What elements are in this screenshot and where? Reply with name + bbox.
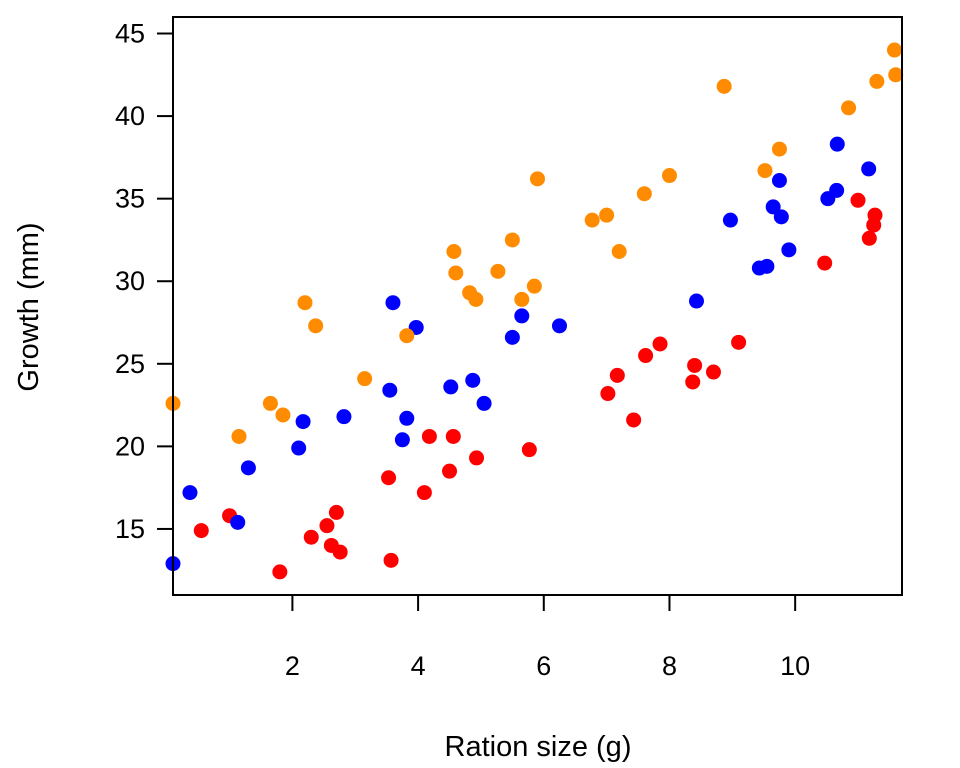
x-tick-label: 8 (662, 651, 677, 681)
points-layer (165, 42, 904, 580)
data-point (468, 291, 484, 307)
y-tick-label: 15 (115, 514, 145, 544)
data-point (357, 371, 373, 387)
data-point (829, 136, 845, 152)
data-point (661, 168, 677, 184)
data-point (399, 410, 415, 426)
data-point (652, 336, 668, 352)
data-point (638, 348, 654, 364)
data-point (442, 463, 458, 479)
data-point (759, 258, 775, 274)
x-tick-label: 4 (411, 651, 426, 681)
data-point (757, 163, 773, 179)
data-point (421, 428, 437, 444)
data-point (416, 485, 432, 501)
data-point (443, 379, 459, 395)
data-point (476, 395, 492, 411)
data-point (399, 328, 415, 344)
data-point (308, 318, 324, 334)
data-point (504, 329, 520, 345)
data-point (841, 100, 857, 116)
data-point (861, 230, 877, 246)
data-point (275, 407, 291, 423)
data-point (445, 428, 461, 444)
data-point (781, 242, 797, 258)
y-tick-label: 25 (115, 349, 145, 379)
data-point (504, 232, 520, 248)
data-point (514, 291, 530, 307)
data-point (193, 523, 209, 539)
y-tick-label: 35 (115, 184, 145, 214)
data-point (731, 334, 747, 350)
data-point (685, 374, 701, 390)
data-point (297, 295, 313, 311)
data-point (332, 544, 348, 560)
data-point (584, 212, 600, 228)
y-axis: 15 20 25 30 35 40 45 (115, 19, 173, 544)
data-point (382, 382, 398, 398)
data-point (328, 504, 344, 520)
data-point (722, 212, 738, 228)
data-point (514, 308, 530, 324)
data-point (182, 485, 198, 501)
data-point (490, 263, 506, 279)
data-point (829, 182, 845, 198)
data-point (861, 161, 877, 177)
x-tick-label: 6 (536, 651, 551, 681)
data-point (688, 293, 704, 309)
data-point (611, 244, 627, 260)
data-point (626, 412, 642, 428)
data-point (291, 440, 307, 456)
data-point (716, 78, 732, 94)
data-point (600, 386, 616, 402)
data-point (773, 209, 789, 225)
data-point (230, 514, 246, 530)
data-point (262, 395, 278, 411)
y-tick-label: 30 (115, 266, 145, 296)
data-point (319, 518, 335, 534)
y-tick-label: 40 (115, 101, 145, 131)
data-point (526, 278, 542, 294)
data-point (609, 367, 625, 383)
data-point (636, 186, 652, 202)
data-point (446, 244, 462, 260)
x-tick-label: 2 (285, 651, 300, 681)
x-axis-label: Ration size (g) (445, 731, 632, 763)
data-point (705, 364, 721, 380)
data-point (448, 265, 464, 281)
y-tick-label: 20 (115, 431, 145, 461)
data-point (599, 207, 615, 223)
data-point (886, 42, 902, 58)
data-point (530, 171, 545, 187)
x-axis: 2 4 6 8 10 (285, 594, 810, 681)
data-point (817, 255, 833, 271)
data-point (888, 67, 904, 83)
y-axis-label: Growth (mm) (13, 222, 45, 391)
data-point (240, 460, 256, 476)
data-point (336, 409, 352, 425)
data-point (521, 442, 537, 458)
data-point (867, 207, 883, 223)
data-point (771, 141, 787, 157)
data-point (385, 295, 401, 311)
data-point (295, 414, 311, 430)
data-point (381, 470, 397, 486)
data-point (687, 357, 703, 373)
data-point (231, 428, 247, 444)
x-tick-label: 10 (780, 651, 810, 681)
data-point (869, 73, 885, 89)
data-point (272, 564, 288, 580)
data-point (850, 192, 866, 208)
data-point (303, 529, 319, 545)
data-point (383, 552, 399, 568)
data-point (465, 372, 481, 388)
y-tick-label: 45 (115, 19, 145, 49)
data-point (469, 450, 485, 466)
data-point (765, 199, 781, 215)
data-point (394, 432, 410, 448)
data-point (551, 318, 567, 334)
data-point (771, 172, 787, 188)
